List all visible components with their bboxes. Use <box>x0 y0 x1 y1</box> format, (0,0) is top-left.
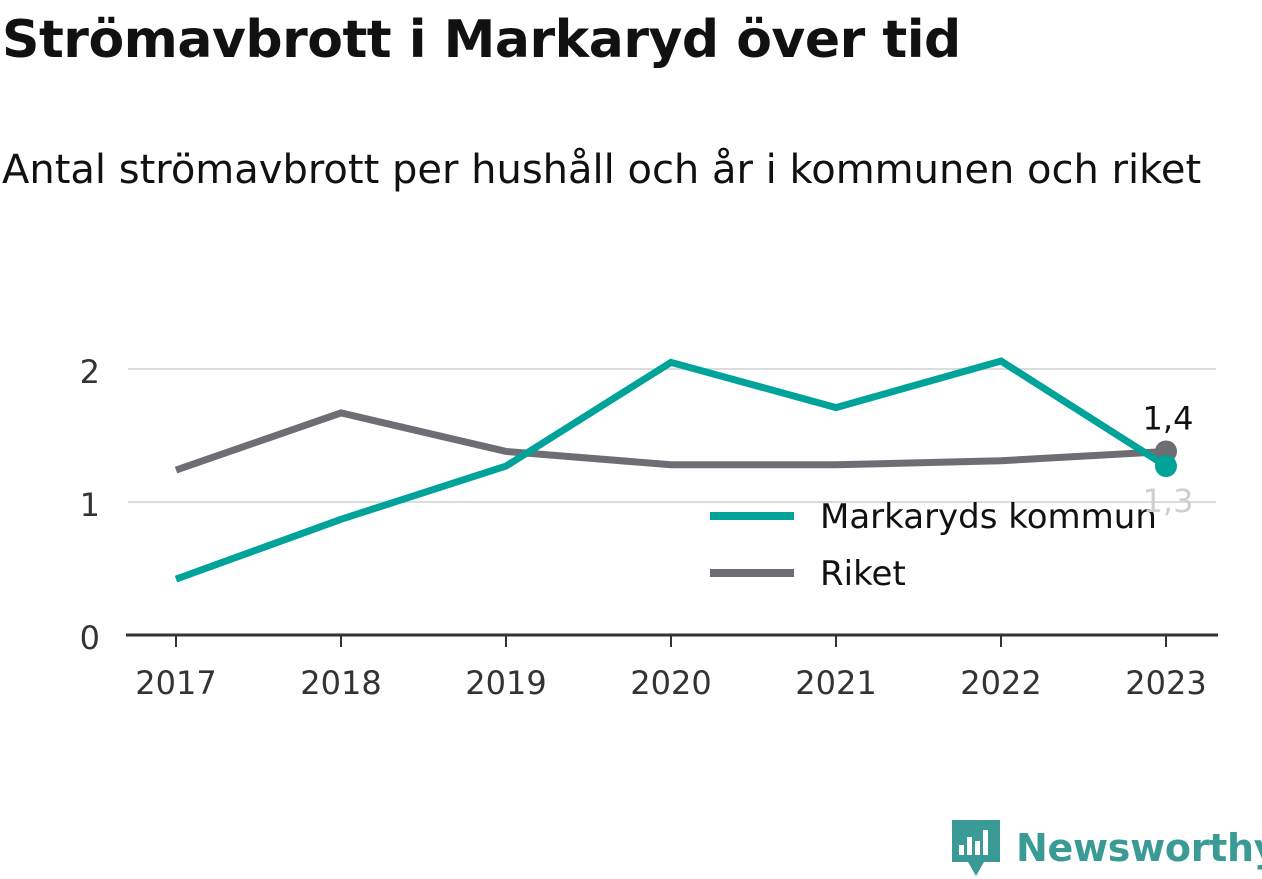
series-lines <box>174 357 1177 583</box>
x-tick-label: 2020 <box>630 664 711 702</box>
x-tick-label: 2021 <box>795 664 876 702</box>
y-tick-label: 1 <box>80 486 100 524</box>
x-tick-label: 2017 <box>135 664 216 702</box>
y-tick-label: 2 <box>80 353 100 391</box>
logo-text: Newsworthy <box>1016 826 1262 870</box>
chart-title: Strömavbrott i Markaryd över tid <box>2 10 961 70</box>
chart-subtitle: Antal strömavbrott per hushåll och år i … <box>2 147 1202 193</box>
legend: Markaryds kommun Riket <box>710 497 1157 594</box>
end-label-riket: 1,4 <box>1143 399 1194 437</box>
x-axis <box>126 633 1218 647</box>
x-tick-label: 2023 <box>1125 664 1206 702</box>
end-label-markaryds-kommun: 1,3 <box>1143 482 1194 520</box>
y-axis-tick-labels: 0 1 2 <box>80 353 100 657</box>
gridlines <box>128 368 1216 503</box>
newsworthy-logo-icon <box>952 820 1000 876</box>
x-tick-label: 2019 <box>465 664 546 702</box>
newsworthy-logo: Newsworthy <box>950 818 1262 878</box>
end-labels: 1,4 1,3 <box>1143 399 1194 520</box>
legend-label: Markaryds kommun <box>820 497 1157 537</box>
x-axis-tick-labels: 2017 2018 2019 2020 2021 2022 2023 <box>135 664 1206 702</box>
x-tick-label: 2022 <box>960 664 1041 702</box>
series-line-riket <box>174 409 1167 474</box>
y-tick-label: 0 <box>80 619 100 657</box>
x-tick-label: 2018 <box>300 664 381 702</box>
series-line-markaryds-kommun <box>174 357 1168 583</box>
legend-label: Riket <box>820 554 906 594</box>
end-point-markaryds-kommun <box>1155 455 1177 478</box>
